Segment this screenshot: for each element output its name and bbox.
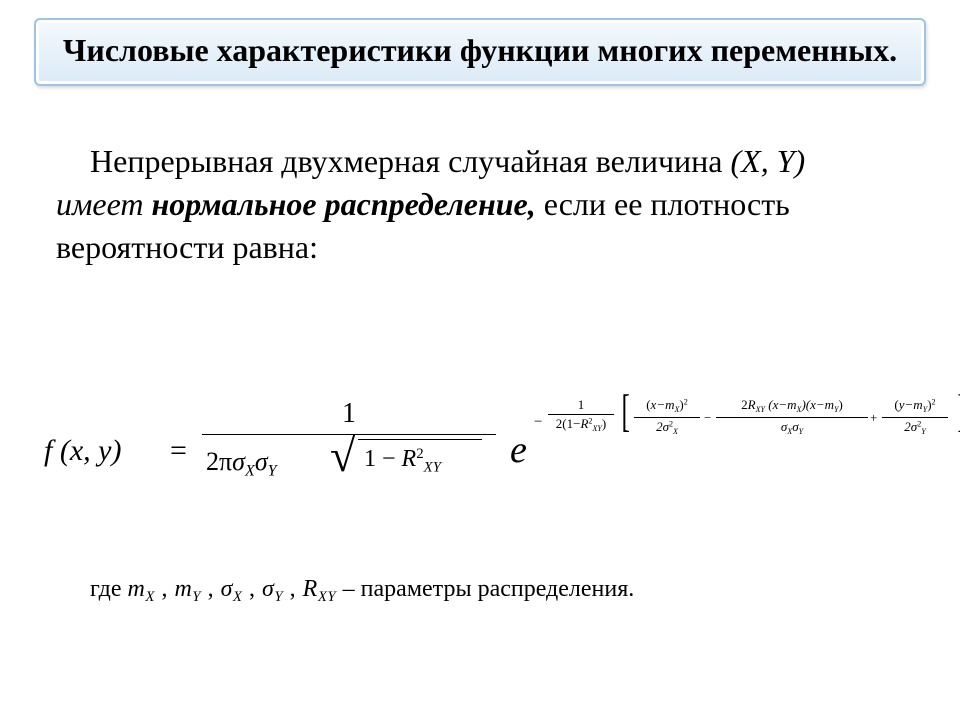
exp-frac-A: 1 2(1−R2XY) <box>548 398 614 433</box>
where-line: где mX , mY , σX , σY , RXY – параметры … <box>90 576 910 606</box>
p-c3: , <box>243 576 263 602</box>
D-num-y: y−m <box>899 397 923 412</box>
p-m1: m <box>128 576 146 602</box>
body-normal: нормальное распределение, <box>152 186 536 222</box>
C-bar <box>716 417 868 418</box>
title-box: Числовые характеристики функции многих п… <box>34 18 926 86</box>
den-left: 2πσXσY <box>206 449 277 480</box>
exp-frac-B: (x−mX)2 2σ2X <box>634 398 700 436</box>
slide: Числовые характеристики функции многих п… <box>0 0 960 720</box>
formula-frac-main: 1 2πσXσY √ 1 − R2XY <box>202 400 496 483</box>
p-c2: , <box>201 576 221 602</box>
B-bar <box>634 417 700 418</box>
exp-frac-D: (y−mY)2 2σ2Y <box>882 398 948 436</box>
radical: √ 1 − R2XY <box>336 439 496 483</box>
D-den-pre: 2σ <box>904 419 917 434</box>
p-m1-sub: X <box>145 589 155 605</box>
p-s1-sub: X <box>233 589 243 605</box>
C-num-mid2: )(x−m <box>801 397 834 412</box>
formula-lhs: f (x, y) <box>44 434 121 468</box>
D-num-sq: 2 <box>932 398 936 407</box>
frac-main-den: 2πσXσY √ 1 − R2XY <box>202 439 496 483</box>
D-den: 2σ2Y <box>882 419 948 436</box>
radical-symbol: √ <box>330 433 355 479</box>
D-num: (y−mY)2 <box>882 398 948 416</box>
radicand: 1 − R2XY <box>364 447 441 475</box>
formula-eq: = <box>170 434 187 468</box>
p-R: R <box>303 576 318 602</box>
B-num: (x−mX)2 <box>634 398 700 416</box>
p-s1: σ <box>221 576 233 602</box>
exp-frac-C: 2RXY (x−mX)(x−mY) σXσY <box>716 398 868 436</box>
p-s2: σ <box>262 576 274 602</box>
frac-main-num: 1 <box>202 400 496 432</box>
where-gde: где <box>90 576 128 602</box>
C-num: 2RXY (x−mX)(x−mY) <box>716 398 868 416</box>
p-m2-sub: Y <box>192 589 201 605</box>
A-den-Rsub: XY <box>592 424 601 433</box>
p-R-sub: XY <box>318 589 336 605</box>
C-num-post: ) <box>839 397 843 412</box>
formula: f (x, y) = 1 2πσXσY √ 1 − R2XY e − <box>44 390 924 520</box>
C-num-R: R <box>748 397 756 412</box>
A-den: 2(1−R2XY) <box>548 416 614 433</box>
e-base: e <box>510 428 527 472</box>
A-den-pre: 2(1− <box>556 416 581 431</box>
R-sub: XY <box>424 459 441 475</box>
A-num: 1 <box>548 398 614 413</box>
radical-bar <box>358 439 482 440</box>
D-den-sub: Y <box>921 427 925 436</box>
B-den-sub: X <box>673 427 678 436</box>
den-subX: X <box>245 463 255 480</box>
C-den-subY: Y <box>799 427 803 436</box>
D-bar <box>882 417 948 418</box>
den-sigmaX: σ <box>232 447 245 476</box>
C-den: σXσY <box>716 419 868 436</box>
body-paragraph: Непрерывная двухмерная случайная величин… <box>56 140 896 270</box>
R-sup: 2 <box>416 446 423 462</box>
p-c1: , <box>155 576 175 602</box>
B-num-sq: 2 <box>684 398 688 407</box>
slide-title: Числовые характеристики функции многих п… <box>58 30 902 70</box>
B-den: 2σ2X <box>634 419 700 436</box>
exp-minus2: − <box>704 410 711 426</box>
body-xy: (X, Y) <box>731 143 806 179</box>
exp-leading-minus: − <box>534 414 542 431</box>
den-2pi: 2π <box>206 447 232 476</box>
one-minus: 1 − <box>364 446 402 472</box>
body-imeet: имеет <box>56 186 152 222</box>
body-part1: Непрерывная двухмерная случайная величин… <box>90 143 731 179</box>
B-num-x: x−m <box>651 397 675 412</box>
p-m2: m <box>174 576 192 602</box>
bracket-left: [ <box>621 388 629 434</box>
C-num-Rsub: XY <box>756 405 765 414</box>
R: R <box>402 446 417 472</box>
den-sigmaY: σ <box>255 447 268 476</box>
p-c4: , <box>283 576 303 602</box>
where-params: mX , mY , σX , σY , RXY <box>128 576 343 602</box>
where-tail: – параметры распределения. <box>343 576 635 602</box>
exponent: − 1 2(1−R2XY) [ (x−mX)2 2σ2X − <box>538 392 960 452</box>
den-subY: Y <box>268 463 277 480</box>
B-den-pre: 2σ <box>656 419 669 434</box>
C-num-mid1: (x−m <box>768 397 796 412</box>
exp-plus: + <box>870 410 877 426</box>
A-den-post: ) <box>602 416 606 431</box>
p-s2-sub: Y <box>274 589 283 605</box>
A-bar <box>548 414 614 415</box>
